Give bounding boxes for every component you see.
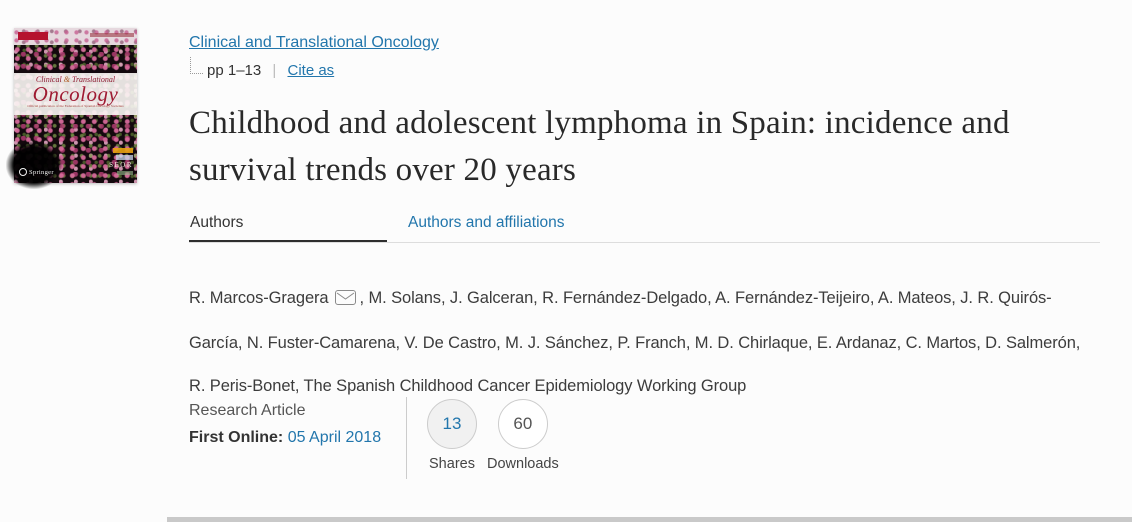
journal-link[interactable]: Clinical and Translational Oncology: [189, 34, 439, 51]
society-logo-2: [116, 155, 133, 160]
active-tab-underline: [189, 240, 387, 243]
first-online-row: First Online: 05 April 2018: [189, 429, 381, 447]
springer-horse-icon: [19, 168, 27, 176]
downloads-metric: 60 Downloads: [487, 399, 559, 472]
metrics-divider: [406, 397, 407, 479]
first-online-date: 05 April 2018: [287, 429, 382, 446]
authors-paragraph: R. Marcos-Gragera, M. Solans, J. Galcera…: [189, 277, 1100, 408]
cover-subtitle: Official publication of the Federation o…: [27, 104, 124, 108]
shares-label: Shares: [429, 456, 475, 472]
society-logo-1: [113, 148, 133, 153]
tab-authors[interactable]: Authors: [190, 214, 244, 231]
cover-dark-region: [6, 141, 62, 189]
downloads-label: Downloads: [487, 456, 559, 472]
cover-title-main: Oncology: [32, 82, 119, 106]
pages-separator: |: [272, 62, 277, 79]
cover-amp: &: [63, 75, 70, 84]
section-divider-band: [167, 517, 1132, 522]
journal-cover[interactable]: Clinical & Translational Oncology Offici…: [6, 28, 137, 189]
downloads-count: 60: [513, 414, 533, 433]
envelope-icon[interactable]: [334, 279, 356, 322]
springer-logo: Springer: [19, 168, 54, 176]
shares-count: 13: [442, 414, 462, 433]
pages-range: pp 1–13: [207, 62, 262, 79]
article-title: Childhood and adolescent lymphoma in Spa…: [189, 105, 1010, 188]
shares-circle: 13: [427, 399, 477, 449]
cover-impact-badge: [18, 32, 48, 40]
first-online-label: First Online:: [189, 429, 284, 446]
author-tabs: Authors Authors and affiliations: [189, 214, 1100, 243]
metrics: 13 Shares 60 Downloads: [427, 399, 559, 472]
tree-connector-icon: [190, 57, 203, 74]
cite-as-link[interactable]: Cite as: [287, 62, 335, 79]
downloads-circle: 60: [497, 399, 548, 449]
article-header: Clinical and Translational Oncology pp 1…: [189, 0, 1104, 522]
shares-metric: 13 Shares: [427, 399, 477, 472]
cover-volume-text: [90, 33, 134, 37]
cover-masthead: Clinical & Translational Oncology Offici…: [14, 73, 137, 115]
tab-authors-and-affiliations[interactable]: Authors and affiliations: [408, 214, 565, 231]
society-logo-seor: SEOR: [109, 161, 133, 169]
authors-list: , M. Solans, J. Galceran, R. Fernández-D…: [189, 288, 1081, 395]
pages-row: pp 1–13 | Cite as: [189, 57, 335, 79]
cover-society-logos: SEOR: [109, 148, 133, 175]
springer-logo-text: Springer: [29, 168, 54, 176]
article-type: Research Article: [189, 402, 306, 419]
cover-title-small: Clinical & Translational: [35, 75, 116, 84]
tabs-divider: [189, 242, 1100, 243]
corresponding-author: R. Marcos-Gragera: [189, 288, 329, 307]
society-logo-4: [117, 171, 133, 175]
